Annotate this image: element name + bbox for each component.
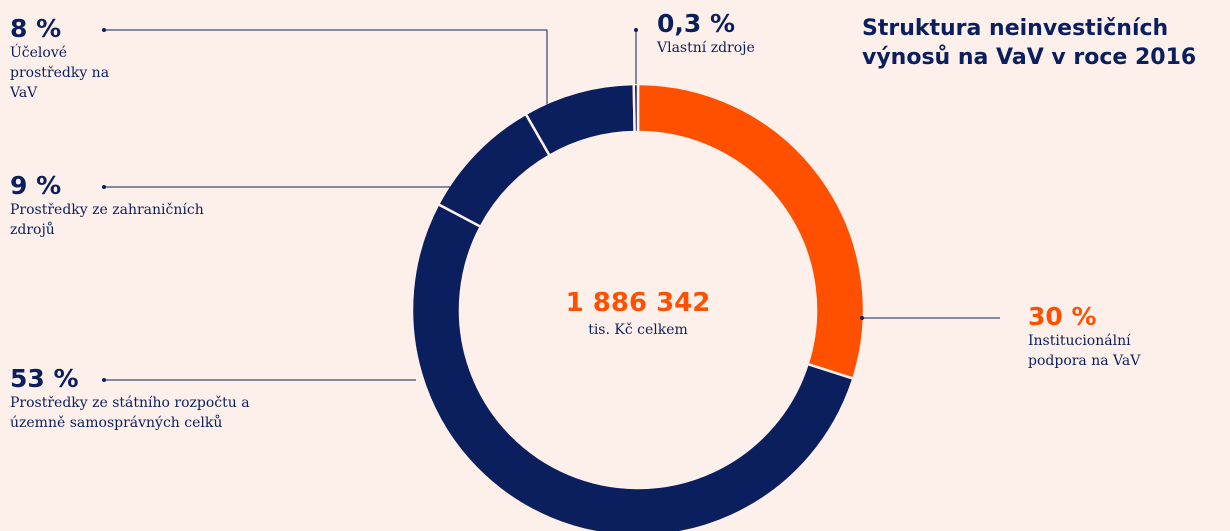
donut-slice bbox=[632, 82, 640, 134]
donut-slice bbox=[410, 202, 855, 531]
slice-label: 8 % Účelové prostředky na VaV bbox=[10, 15, 115, 103]
category-label: Prostředky ze státního rozpočtu a územně… bbox=[10, 395, 250, 431]
slice-label: 0,3 % Vlastní zdroje bbox=[657, 10, 857, 58]
category-label: Účelové prostředky na VaV bbox=[10, 45, 110, 101]
percent-label: 0,3 % bbox=[657, 9, 736, 38]
donut-slice bbox=[524, 82, 636, 158]
slice-label: 53 % Prostředky ze státního rozpočtu a úz… bbox=[10, 365, 250, 433]
slice-label: 30 % Institucionální podpora na VaV bbox=[1028, 303, 1188, 371]
center-label: tis. Kč celkem bbox=[588, 322, 688, 338]
leader-dot bbox=[102, 185, 106, 189]
slice-label: 9 % Prostředky ze zahraničních zdrojů bbox=[10, 172, 220, 240]
category-label: Institucionální podpora na VaV bbox=[1028, 333, 1141, 369]
percent-label: 8 % bbox=[10, 14, 62, 43]
leader-dot bbox=[102, 28, 106, 32]
leader-dot bbox=[634, 28, 638, 32]
chart-title: Struktura neinvestičních výnosů na VaV v… bbox=[862, 16, 1197, 70]
leader-dot bbox=[860, 316, 864, 320]
center-value: 1 886 342 bbox=[565, 288, 711, 318]
donut-slice bbox=[436, 112, 552, 229]
leader-line bbox=[104, 29, 548, 106]
category-label: Prostředky ze zahraničních zdrojů bbox=[10, 202, 204, 238]
percent-label: 9 % bbox=[10, 171, 62, 200]
leader-dot bbox=[102, 378, 106, 382]
category-label: Vlastní zdroje bbox=[657, 40, 755, 56]
percent-label: 30 % bbox=[1028, 302, 1097, 331]
percent-label: 53 % bbox=[10, 364, 79, 393]
